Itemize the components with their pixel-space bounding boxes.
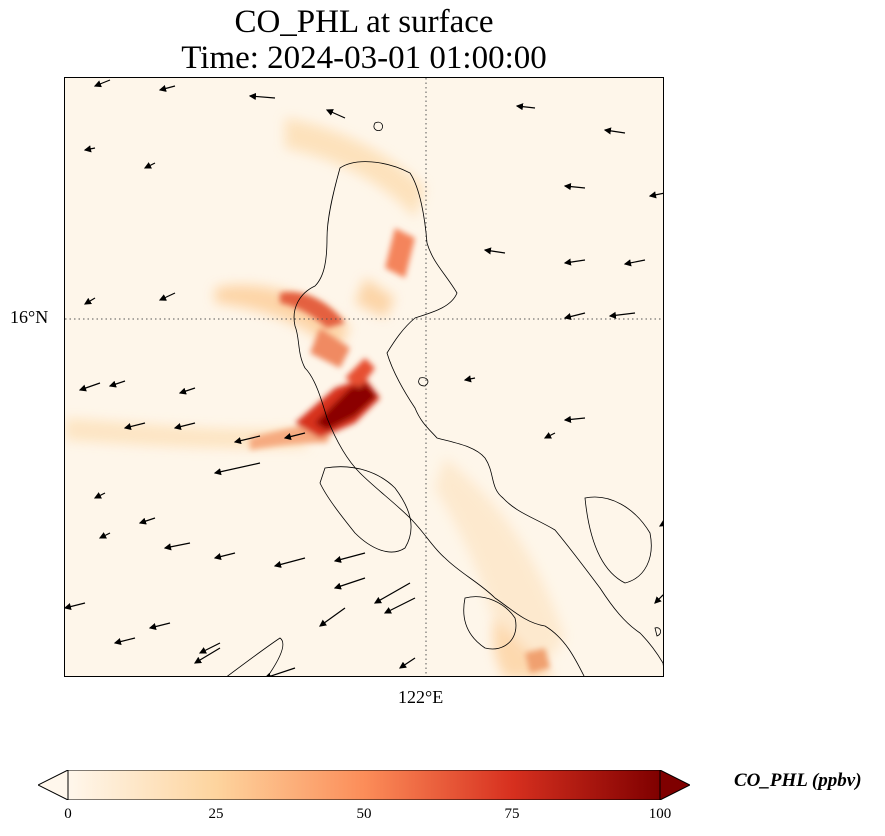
colorbar-tick: 50 <box>356 806 372 822</box>
concentration-field <box>65 118 565 676</box>
coastlines <box>227 121 663 676</box>
map-panel <box>64 77 664 677</box>
small-island <box>654 627 661 637</box>
title-line-1: CO_PHL at surface <box>234 4 494 40</box>
longitude-label: 122°E <box>398 687 444 707</box>
palawan-coastline <box>227 637 284 676</box>
luzon-coastline <box>293 161 663 676</box>
colorbar <box>38 770 690 800</box>
map-canvas <box>65 78 663 676</box>
map-title: CO_PHL at surface Time: 2024-03-01 01:00… <box>64 4 664 76</box>
colorbar-gradient <box>67 770 661 800</box>
colorbar-extend-high <box>659 770 690 800</box>
title-line-2: Time: 2024-03-01 01:00:00 <box>181 40 547 76</box>
colorbar-tick: 25 <box>208 806 224 822</box>
colorbar-label: CO_PHL (ppbv) <box>734 770 862 791</box>
mindoro-coastline <box>319 466 412 553</box>
colorbar-tick: 100 <box>648 806 672 822</box>
colorbar-tick: 0 <box>64 806 72 822</box>
latitude-label: 16°N <box>10 307 49 327</box>
wind-vectors <box>65 79 663 676</box>
samar-coastline <box>584 496 652 584</box>
small-island <box>418 377 429 387</box>
colorbar-tick: 75 <box>504 806 520 822</box>
small-island <box>373 121 383 131</box>
colorbar-extend-low <box>38 770 69 800</box>
panay-coastline <box>463 596 517 650</box>
